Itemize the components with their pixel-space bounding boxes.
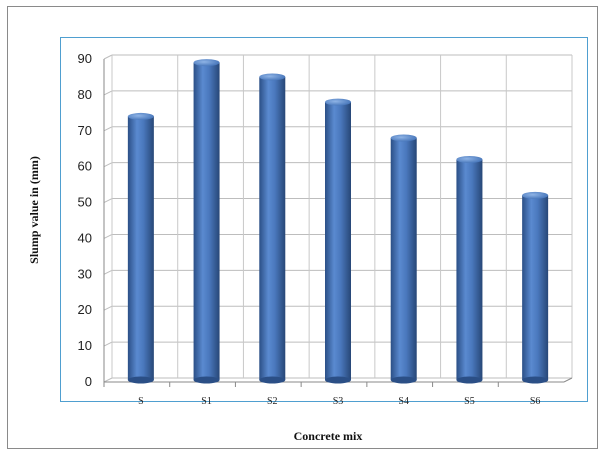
bar-base — [390, 376, 417, 384]
gridline-side — [103, 126, 113, 132]
bar-cap — [259, 73, 286, 81]
bar — [193, 59, 220, 384]
bar-cap — [193, 59, 220, 67]
gridline-side — [103, 305, 113, 311]
gridline-side — [103, 54, 113, 60]
y-tick-label: 70 — [78, 123, 92, 138]
bar-cap — [127, 112, 154, 120]
bar-body — [456, 159, 483, 380]
gridline-side — [103, 377, 113, 383]
bar — [127, 112, 154, 384]
bar-body — [390, 137, 417, 380]
x-tick-label: S3 — [333, 396, 344, 407]
y-tick-label: 30 — [78, 266, 92, 281]
x-tick-label: S1 — [201, 396, 212, 407]
bar-base — [193, 376, 220, 384]
bar-body — [259, 76, 286, 380]
bar-cap — [390, 134, 417, 142]
x-tick-label: S4 — [398, 396, 409, 407]
x-tick-label: S6 — [530, 396, 541, 407]
gridline-side — [103, 198, 113, 204]
bar-base — [456, 376, 483, 384]
bar-cap — [522, 191, 549, 199]
gridline-side — [103, 341, 113, 347]
y-tick-label: 60 — [78, 159, 92, 174]
y-tick-label: 50 — [78, 195, 92, 210]
y-tick-label: 10 — [78, 338, 92, 353]
bar-base — [522, 376, 549, 384]
y-tick-label: 80 — [78, 87, 92, 102]
gridline-side — [103, 233, 113, 239]
bar — [259, 73, 286, 384]
x-axis-ticks: S S1 S2 S3 S4 S5 S6 — [103, 382, 541, 407]
x-axis-title: Concrete mix — [294, 429, 363, 443]
gridline-side — [103, 90, 113, 96]
bar — [456, 155, 483, 384]
bar — [522, 191, 549, 384]
y-axis-title: Slump value in (mm) — [27, 156, 41, 264]
y-tick-label: 40 — [78, 230, 92, 245]
bar — [390, 134, 417, 384]
gridline-side — [103, 162, 113, 168]
bar-body — [127, 116, 154, 380]
y-axis-ticks: 0 10 20 30 40 50 60 70 80 90 — [78, 51, 92, 389]
bar-body — [522, 195, 549, 380]
bar-cap — [325, 98, 351, 106]
gridline-side — [103, 269, 113, 275]
x-tick-label: S5 — [464, 396, 475, 407]
bar-base — [325, 376, 351, 384]
bar-base — [127, 376, 154, 384]
y-tick-label: 0 — [85, 374, 92, 389]
x-tick-label: S2 — [267, 396, 278, 407]
x-tick-label: S — [138, 396, 144, 407]
bar-body — [193, 62, 220, 380]
bars — [127, 59, 549, 384]
bar-body — [325, 102, 351, 381]
bar-base — [259, 376, 286, 384]
floor-edge — [563, 377, 573, 383]
bar-cap — [456, 155, 483, 163]
y-tick-label: 20 — [78, 302, 92, 317]
bar — [325, 98, 351, 384]
y-tick-label: 90 — [78, 51, 92, 66]
